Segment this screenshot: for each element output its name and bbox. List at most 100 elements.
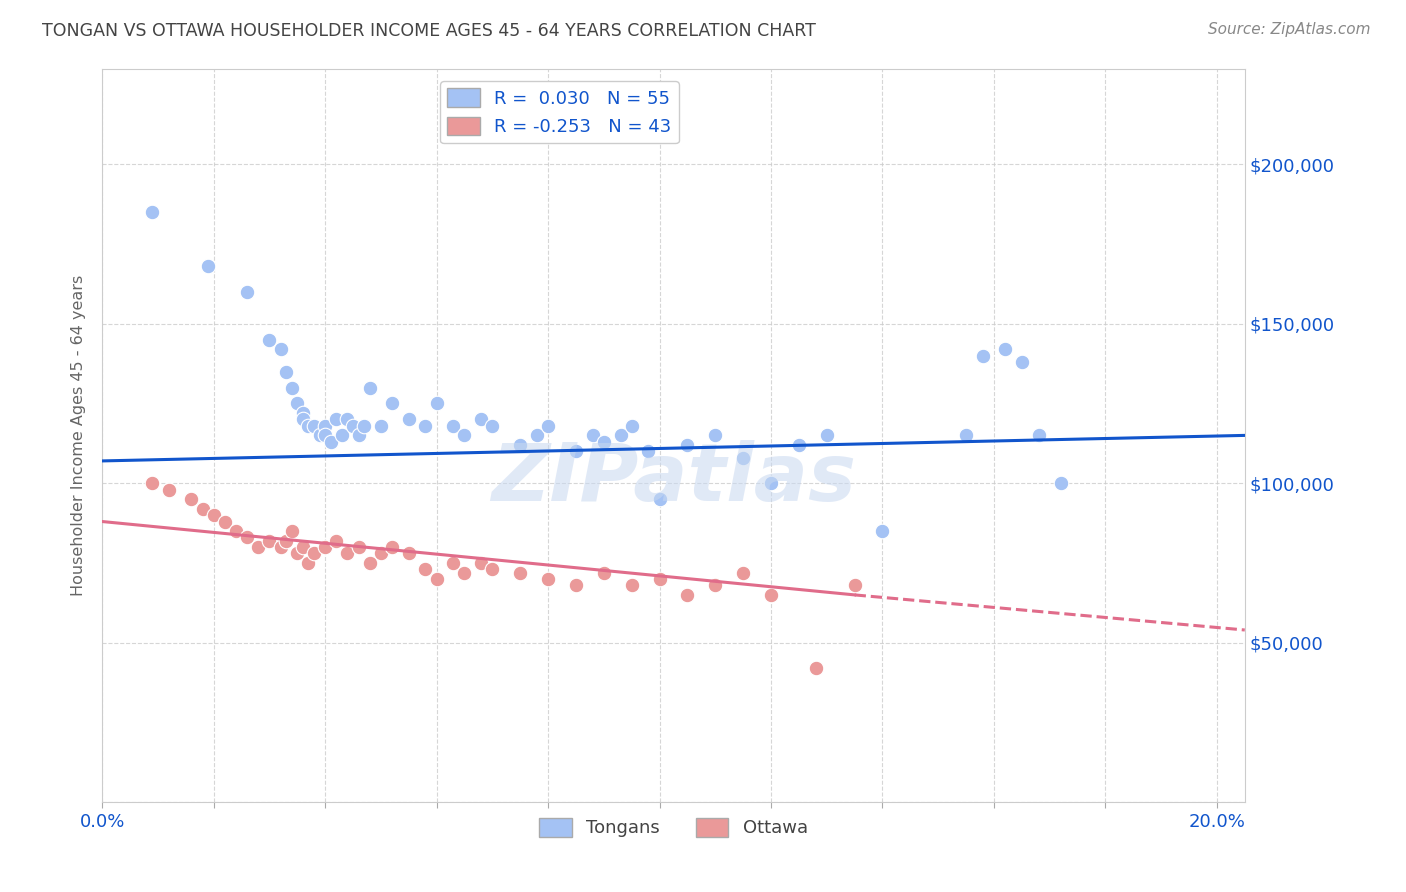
Point bbox=[955, 428, 977, 442]
Point bbox=[314, 418, 336, 433]
Point bbox=[280, 380, 302, 394]
Point bbox=[1011, 355, 1033, 369]
Point bbox=[297, 556, 319, 570]
Point bbox=[637, 444, 659, 458]
Point bbox=[314, 540, 336, 554]
Point bbox=[398, 546, 420, 560]
Point bbox=[259, 533, 281, 548]
Point bbox=[259, 333, 281, 347]
Point bbox=[191, 501, 214, 516]
Point bbox=[270, 540, 292, 554]
Point bbox=[214, 515, 236, 529]
Point bbox=[470, 556, 492, 570]
Point bbox=[291, 540, 314, 554]
Point bbox=[336, 412, 359, 426]
Point bbox=[325, 533, 347, 548]
Y-axis label: Householder Income Ages 45 - 64 years: Householder Income Ages 45 - 64 years bbox=[72, 275, 86, 596]
Point bbox=[441, 418, 464, 433]
Point bbox=[270, 343, 292, 357]
Point bbox=[359, 556, 381, 570]
Point bbox=[381, 396, 404, 410]
Point bbox=[759, 588, 782, 602]
Point bbox=[426, 396, 449, 410]
Point bbox=[453, 428, 475, 442]
Point bbox=[236, 531, 259, 545]
Point bbox=[1050, 476, 1073, 491]
Point bbox=[285, 546, 308, 560]
Point bbox=[592, 434, 614, 449]
Point bbox=[202, 508, 225, 523]
Point bbox=[308, 428, 330, 442]
Point bbox=[247, 540, 270, 554]
Point bbox=[291, 412, 314, 426]
Point bbox=[141, 476, 163, 491]
Point bbox=[347, 428, 370, 442]
Point bbox=[872, 524, 894, 538]
Point bbox=[676, 588, 699, 602]
Point bbox=[347, 540, 370, 554]
Point bbox=[620, 578, 643, 592]
Point bbox=[844, 578, 866, 592]
Point bbox=[815, 428, 838, 442]
Legend: Tongans, Ottawa: Tongans, Ottawa bbox=[531, 811, 815, 845]
Point bbox=[330, 428, 353, 442]
Point bbox=[620, 418, 643, 433]
Point bbox=[297, 418, 319, 433]
Point bbox=[509, 438, 531, 452]
Point bbox=[370, 546, 392, 560]
Point bbox=[336, 546, 359, 560]
Point bbox=[509, 566, 531, 580]
Point bbox=[1028, 428, 1050, 442]
Point bbox=[704, 578, 727, 592]
Point bbox=[291, 406, 314, 420]
Point bbox=[280, 524, 302, 538]
Point bbox=[353, 418, 375, 433]
Point bbox=[972, 349, 994, 363]
Point bbox=[470, 412, 492, 426]
Point bbox=[565, 578, 588, 592]
Point bbox=[180, 492, 202, 507]
Point bbox=[276, 365, 298, 379]
Point bbox=[537, 572, 560, 586]
Point bbox=[319, 434, 342, 449]
Point bbox=[441, 556, 464, 570]
Point bbox=[325, 412, 347, 426]
Point bbox=[787, 438, 810, 452]
Point bbox=[733, 450, 755, 465]
Point bbox=[302, 418, 325, 433]
Point bbox=[481, 562, 503, 576]
Point bbox=[359, 380, 381, 394]
Point bbox=[426, 572, 449, 586]
Point bbox=[804, 661, 827, 675]
Point bbox=[314, 428, 336, 442]
Point bbox=[141, 205, 163, 219]
Point bbox=[759, 476, 782, 491]
Point bbox=[225, 524, 247, 538]
Text: ZIPatlas: ZIPatlas bbox=[491, 441, 856, 518]
Point bbox=[609, 428, 631, 442]
Point bbox=[453, 566, 475, 580]
Point bbox=[565, 444, 588, 458]
Point bbox=[733, 566, 755, 580]
Text: Source: ZipAtlas.com: Source: ZipAtlas.com bbox=[1208, 22, 1371, 37]
Point bbox=[276, 533, 298, 548]
Point bbox=[582, 428, 605, 442]
Point bbox=[526, 428, 548, 442]
Point bbox=[415, 562, 437, 576]
Point bbox=[592, 566, 614, 580]
Point bbox=[197, 260, 219, 274]
Point bbox=[236, 285, 259, 299]
Text: TONGAN VS OTTAWA HOUSEHOLDER INCOME AGES 45 - 64 YEARS CORRELATION CHART: TONGAN VS OTTAWA HOUSEHOLDER INCOME AGES… bbox=[42, 22, 815, 40]
Point bbox=[704, 428, 727, 442]
Point bbox=[415, 418, 437, 433]
Point bbox=[370, 418, 392, 433]
Point bbox=[994, 343, 1017, 357]
Point bbox=[648, 572, 671, 586]
Point bbox=[481, 418, 503, 433]
Point bbox=[648, 492, 671, 507]
Point bbox=[537, 418, 560, 433]
Point bbox=[157, 483, 180, 497]
Point bbox=[285, 396, 308, 410]
Point bbox=[302, 546, 325, 560]
Point bbox=[676, 438, 699, 452]
